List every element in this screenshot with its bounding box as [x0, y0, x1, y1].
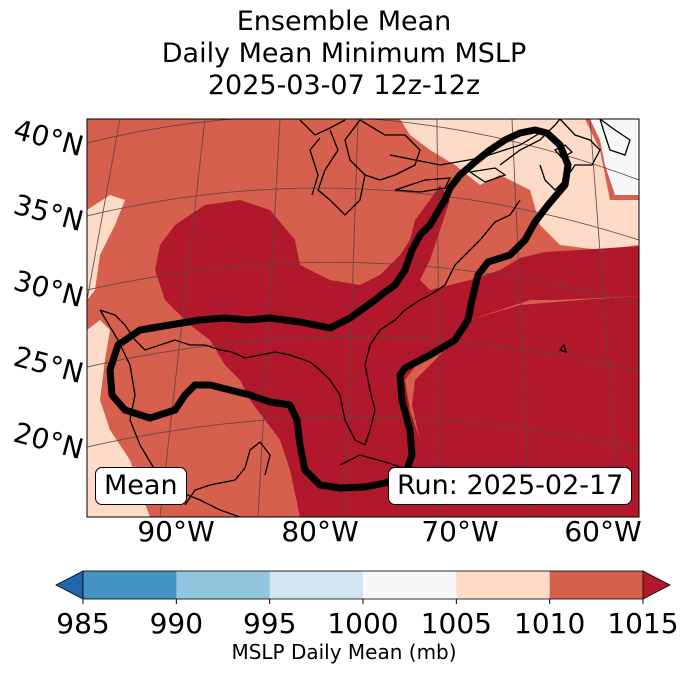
run-date-box: Run: 2025-02-17	[388, 467, 633, 505]
lake-superior	[299, 119, 346, 136]
lon-label-60w: 60°W	[564, 515, 641, 548]
latitude-labels: 40°N 35°N 30°N 25°N 20°N	[10, 113, 87, 466]
colorbar-tick-label: 990	[150, 607, 203, 640]
colorbar-segment	[456, 571, 551, 599]
lake-ontario	[468, 167, 507, 183]
mexico-gulf-coast	[99, 309, 241, 517]
great-lakes-huron	[359, 119, 421, 181]
colorbar-tick-label: 1015	[607, 607, 678, 640]
lon-label-90w: 90°W	[137, 515, 214, 548]
colorbar-tick-label: 1010	[514, 607, 585, 640]
chart-title: Ensemble Mean Daily Mean Minimum MSLP 20…	[0, 6, 688, 102]
map-frame	[86, 118, 640, 518]
title-line-2: Daily Mean Minimum MSLP	[161, 38, 527, 69]
colorbar-title: MSLP Daily Mean (mb)	[231, 640, 457, 664]
meridian-90w	[159, 119, 206, 517]
lon-label-70w: 70°W	[421, 515, 498, 548]
colorbar-segment	[549, 571, 644, 599]
colorbar: 985 990 995 1000 1005 1010 1015	[55, 570, 679, 640]
map-panel	[87, 119, 639, 517]
lat-label-25: 25°N	[10, 340, 87, 390]
yucatan	[184, 441, 271, 506]
nova-scotia	[539, 119, 601, 191]
pressure-field-1015-west	[155, 185, 639, 517]
colorbar-tick-label: 1000	[327, 607, 398, 640]
title-line-1: Ensemble Mean	[236, 6, 452, 37]
parallel-20n	[87, 416, 639, 451]
great-lakes-michigan	[317, 119, 366, 216]
parallel-30n	[87, 261, 639, 306]
us-canada-border	[309, 137, 321, 196]
colorbar-segment	[83, 571, 177, 599]
lon-label-80w: 80°W	[281, 515, 358, 548]
colorbar-tick-label: 1005	[421, 607, 492, 640]
meridian-75w	[436, 119, 441, 517]
longitude-labels: 90°W 80°W 70°W 60°W	[137, 515, 641, 548]
lat-label-40: 40°N	[10, 113, 87, 163]
meridian-95w	[87, 119, 121, 301]
lat-label-30: 30°N	[10, 264, 87, 314]
lat-label-35: 35°N	[10, 188, 87, 238]
pressure-field-1015-east	[412, 296, 639, 517]
us-east-gulf-coast	[99, 119, 561, 446]
colorbar-segment	[269, 571, 364, 599]
newfoundland	[599, 119, 631, 156]
graticule	[87, 119, 639, 517]
parallel-35n	[87, 187, 639, 241]
bermuda	[558, 343, 567, 354]
parallel-25n	[87, 336, 639, 373]
mean-label-box: Mean	[95, 467, 187, 505]
pressure-field-1005-1010-northeast	[400, 119, 639, 250]
colorbar-tick-label: 995	[243, 607, 296, 640]
colorbar-segment	[363, 571, 457, 599]
title-line-3: 2025-03-07 12z-12z	[207, 70, 481, 101]
ensemble-contour	[106, 126, 572, 492]
lat-label-20: 20°N	[10, 416, 87, 466]
pressure-field-1005-1010-west	[87, 195, 125, 300]
colorbar-tick-label: 985	[56, 607, 109, 640]
colorbar-extend-high	[642, 570, 671, 600]
colorbar-segment	[176, 571, 271, 599]
colorbar-extend-low	[55, 570, 84, 600]
meridian-65w	[589, 119, 621, 517]
lake-erie	[394, 177, 452, 193]
meridian-70w	[511, 119, 531, 517]
